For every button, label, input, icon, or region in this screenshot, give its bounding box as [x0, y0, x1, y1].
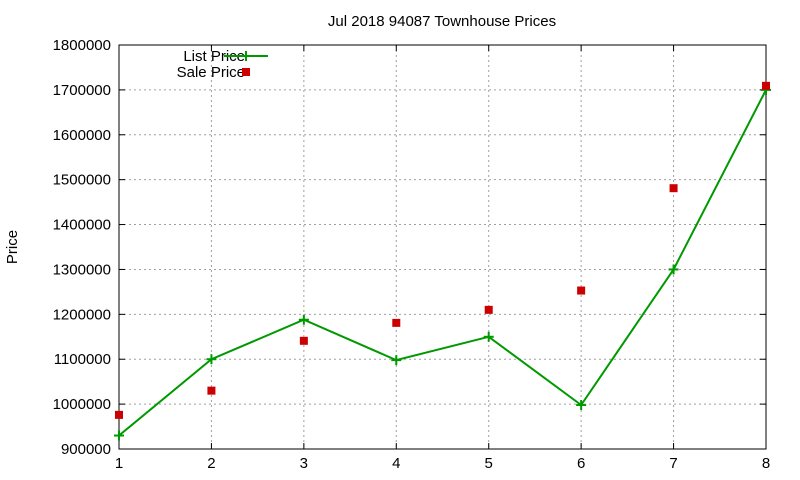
legend-label: Sale Price: [177, 64, 245, 81]
x-tick-label: 2: [207, 455, 215, 472]
sale-price-point: [484, 305, 493, 314]
grid-layer: [119, 45, 766, 449]
x-tick-label: 6: [577, 455, 585, 472]
x-tick-label: 4: [392, 455, 400, 472]
list-price-point: [298, 314, 309, 325]
sale-price-point: [115, 410, 123, 419]
list-price-point: [668, 264, 679, 275]
x-tick-label: 3: [300, 455, 308, 472]
y-axis-label: Price: [4, 230, 21, 264]
sale-price-point: [392, 318, 401, 327]
y-tick-label: 1000000: [53, 396, 111, 413]
sale-price-point: [299, 336, 308, 345]
list-price-point: [114, 430, 124, 441]
plot-frame: [118, 44, 767, 450]
y-tick-label: 1300000: [53, 261, 111, 278]
y-tick-label: 1400000: [53, 217, 111, 234]
sale-price-point: [669, 184, 678, 193]
y-tick-label: 1700000: [53, 82, 111, 99]
x-tick-label: 5: [485, 455, 493, 472]
y-tick-label: 1200000: [53, 306, 111, 323]
axis-layer: 900000 1000000 1100000 1200000 1300000 140000…: [53, 37, 771, 472]
series-line-list-price: [118, 89, 767, 437]
list-price-point: [391, 355, 402, 366]
legend-label: List Price: [183, 48, 245, 65]
y-tick-label: 1800000: [53, 37, 111, 54]
y-tick-label: 1600000: [53, 127, 111, 144]
sale-price-point: [577, 286, 586, 295]
list-price-point: [483, 331, 494, 342]
legend-swatch-square: [242, 68, 250, 76]
list-price-point: [206, 354, 217, 365]
y-tick-label: 1100000: [54, 351, 111, 368]
y-tick-label: 1500000: [53, 172, 111, 189]
x-tick-label: 7: [669, 455, 677, 472]
sale-price-point: [762, 81, 770, 90]
sale-price-point: [207, 386, 216, 395]
data-layer: [114, 81, 771, 441]
chart-title: Jul 2018 94087 Townhouse Prices: [328, 13, 556, 30]
x-tick-label: 1: [115, 455, 123, 472]
y-tick-label: 900000: [61, 441, 111, 458]
list-price-point: [576, 400, 587, 411]
x-tick-label: 8: [762, 455, 770, 472]
